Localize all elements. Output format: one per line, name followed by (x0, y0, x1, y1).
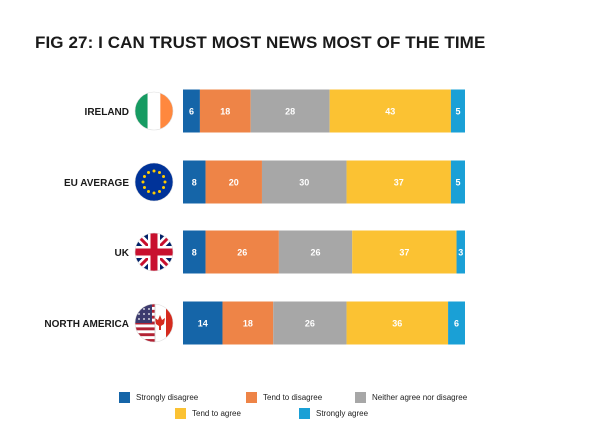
data-label-uk-neither-agree-nor-disagree: 26 (311, 248, 321, 258)
chart-title: FIG 27: I CAN TRUST MOST NEWS MOST OF TH… (35, 33, 486, 52)
data-label-north-america-tend-to-disagree: 18 (243, 319, 253, 329)
legend-label-tend-to-disagree: Tend to disagree (263, 393, 323, 402)
legend-label-strongly-agree: Strongly agree (316, 409, 369, 418)
bar-uk-neither-agree-nor-disagree (278, 230, 353, 274)
north-america-flags-ring (134, 303, 174, 343)
category-label-ireland: IRELAND (85, 107, 129, 118)
legend-item-neither: Neither agree nor disagree (355, 392, 467, 403)
data-label-north-america-strongly-agree: 6 (454, 319, 459, 329)
bar-uk-strongly-disagree (183, 230, 206, 274)
bar-uk-strongly-agree (456, 230, 465, 274)
legend-item-tend-to-agree: Tend to agree (175, 408, 241, 419)
ireland-flag-ring (134, 91, 174, 131)
bar-eu-average-strongly-disagree (183, 160, 206, 204)
data-label-eu-average-tend-to-agree: 37 (394, 178, 404, 188)
data-label-ireland-tend-to-disagree: 18 (220, 107, 230, 117)
bar-eu-average-strongly-agree (450, 160, 465, 204)
chart-rows: IRELAND 6 18 28 43 5 EU AVERAGE 8 20 30 37 5 UK 8 26 26… (44, 89, 465, 345)
data-label-eu-average-neither-agree-nor-disagree: 30 (299, 178, 309, 188)
data-label-uk-strongly-disagree: 8 (192, 248, 197, 258)
bar-uk-tend-to-agree (352, 230, 457, 274)
data-label-north-america-neither-agree-nor-disagree: 26 (305, 319, 315, 329)
data-label-uk-tend-to-disagree: 26 (237, 248, 247, 258)
legend-label-strongly-disagree: Strongly disagree (136, 393, 199, 402)
data-label-north-america-strongly-disagree: 14 (198, 319, 208, 329)
eu-flag-icon (135, 163, 173, 201)
data-label-ireland-strongly-agree: 5 (455, 107, 460, 117)
bar-ireland-tend-to-disagree (199, 89, 251, 133)
data-label-ireland-strongly-disagree: 6 (189, 107, 194, 117)
data-label-north-america-tend-to-agree: 36 (392, 319, 402, 329)
legend-swatch-strongly-agree (299, 408, 310, 419)
bar-eu-average-neither-agree-nor-disagree (261, 160, 347, 204)
legend-swatch-tend-to-disagree (246, 392, 257, 403)
data-label-eu-average-strongly-agree: 5 (455, 178, 460, 188)
bar-ireland-neither-agree-nor-disagree (250, 89, 330, 133)
category-label-uk: UK (115, 248, 130, 259)
data-label-uk-strongly-agree: 3 (458, 248, 463, 258)
data-label-eu-average-tend-to-disagree: 20 (229, 178, 239, 188)
legend-item-tend-to-disagree: Tend to disagree (246, 392, 322, 403)
data-label-ireland-tend-to-agree: 43 (385, 107, 395, 117)
bar-north-america-tend-to-disagree (222, 301, 274, 345)
legend-swatch-strongly-disagree (119, 392, 130, 403)
data-label-eu-average-strongly-disagree: 8 (192, 178, 197, 188)
legend-item-strongly-disagree: Strongly disagree (119, 392, 198, 403)
legend-label-tend-to-agree: Tend to agree (192, 409, 241, 418)
uk-flag-ring (134, 232, 174, 272)
bar-eu-average-tend-to-disagree (205, 160, 262, 204)
bar-north-america-tend-to-agree (346, 301, 449, 345)
category-label-north-america: NORTH AMERICA (44, 319, 129, 330)
north-america-flags-icon (135, 304, 173, 342)
bar-ireland-tend-to-agree (329, 89, 451, 133)
bar-north-america-neither-agree-nor-disagree (273, 301, 347, 345)
bar-north-america-strongly-disagree (183, 301, 223, 345)
bar-eu-average-tend-to-agree (346, 160, 451, 204)
legend-item-strongly-agree: Strongly agree (299, 408, 368, 419)
data-label-ireland-neither-agree-nor-disagree: 28 (285, 107, 295, 117)
bar-north-america-strongly-agree (448, 301, 465, 345)
legend-swatch-neither (355, 392, 366, 403)
bar-ireland-strongly-disagree (183, 89, 200, 133)
bar-ireland-strongly-agree (450, 89, 465, 133)
ireland-flag-icon (135, 92, 173, 130)
legend-swatch-tend-to-agree (175, 408, 186, 419)
bar-uk-tend-to-disagree (205, 230, 279, 274)
eu-flag-ring (134, 162, 174, 202)
data-label-uk-tend-to-agree: 37 (399, 248, 409, 258)
category-label-eu-average: EU AVERAGE (64, 178, 129, 189)
legend-label-neither: Neither agree nor disagree (372, 393, 468, 402)
uk-flag-icon (135, 233, 173, 271)
